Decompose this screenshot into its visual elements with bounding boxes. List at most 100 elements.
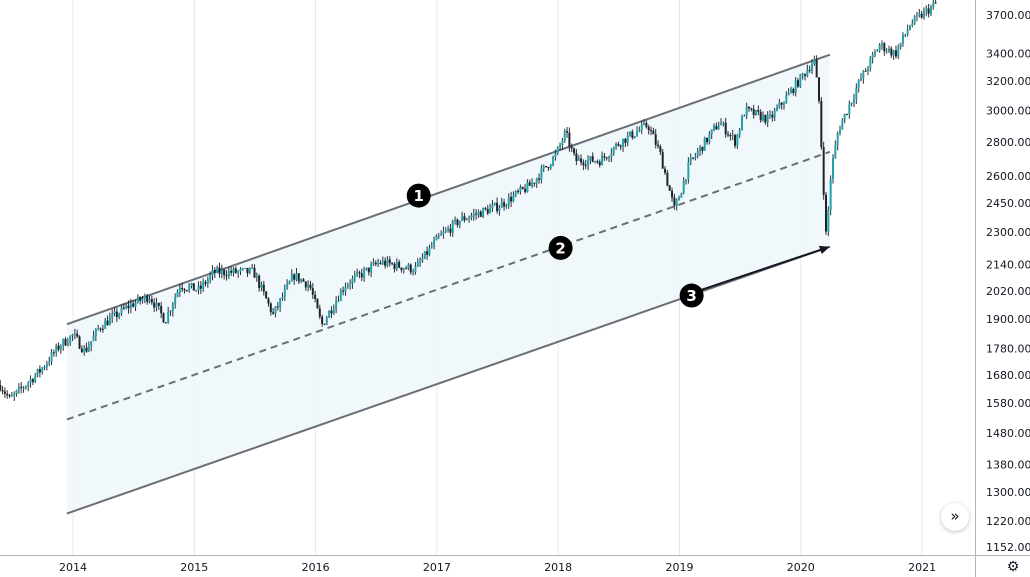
candle-body [797,80,800,87]
candle-body [640,124,643,130]
candle-body [6,393,9,396]
candle [146,293,149,305]
candle-body [237,271,240,273]
candle [213,267,216,279]
candle [486,204,489,216]
candle [729,132,732,141]
candle-body [262,284,265,292]
candle-body [423,251,426,259]
candle [482,207,485,219]
candle [465,217,468,221]
annotations[interactable]: 1 2 3 [406,183,830,308]
candle [309,280,312,291]
candle [451,219,454,237]
candle-body [437,235,440,237]
candle [316,298,319,309]
candle [817,77,820,104]
candle [727,131,730,137]
candle [407,263,410,271]
price-axis[interactable]: 3700.00 3400.00 3200.00 3000.00 2800.00 2600.… [986,9,1030,554]
candle [388,256,391,267]
candle-body [8,395,11,397]
candle-body [689,157,692,163]
marker-2[interactable]: 2 [548,235,573,260]
candle [8,393,11,399]
candle-body [659,146,662,153]
candle-body [286,283,289,289]
candle [671,187,674,202]
candle [122,303,125,311]
arrow-line[interactable] [684,248,823,297]
candle-body [908,25,911,30]
candle [286,279,289,290]
scroll-to-realtime-button[interactable]: » [941,503,969,531]
candle [736,133,739,149]
candle-body [612,147,615,154]
candle-body [533,182,536,184]
candle-body [360,273,363,278]
candle [475,209,478,220]
candle-body [843,113,846,121]
marker-label: 1 [413,187,423,205]
candle-body [841,120,844,130]
price-tick-3400.00: 3400.00 [986,48,1030,61]
candle [458,220,461,229]
candle [598,159,601,168]
candle [379,260,382,265]
candle [15,389,18,397]
candle [699,144,702,157]
price-tick-2140.00: 2140.00 [986,259,1030,272]
candle-body [426,251,429,255]
candle-body [575,153,578,161]
candle-body [724,122,727,135]
candle [421,253,424,263]
candle-body [885,51,888,53]
candle-body [311,288,314,295]
candle [479,210,482,218]
candle-body [258,275,261,288]
time-axis[interactable]: 2014 2015 2016 2017 2018 2019 2020 2021 [59,561,936,574]
candle [325,315,328,326]
candle [510,191,513,207]
candle-body [66,343,69,346]
candle-body [682,180,685,194]
marker-1[interactable]: 1 [406,183,431,208]
marker-circle [548,235,573,260]
chart-settings-button[interactable]: ⚙ [1003,559,1023,577]
candle-body [62,339,65,347]
candle-body [13,393,16,396]
candle-body [463,216,466,221]
candle-body [643,122,646,125]
candle [300,278,303,284]
price-tick-1480.00: 1480.00 [986,427,1030,440]
candle-body [442,231,445,235]
candle-body [218,267,221,274]
channel-middle-line[interactable] [66,150,831,421]
candle [934,0,937,4]
price-tick-1300.00: 1300.00 [986,486,1030,499]
marker-3[interactable]: 3 [679,283,704,308]
candle [472,208,475,221]
candle-body [384,260,387,266]
candle-body [631,131,634,138]
candle [582,159,585,171]
candle [922,7,925,20]
candle [869,56,872,72]
candle-body [750,108,753,110]
arrow-head-icon [818,245,830,254]
channel-fill [66,54,830,514]
candle-body [150,299,153,303]
candle [22,386,25,393]
candle [743,114,746,117]
candle [442,226,445,239]
candle [720,118,723,126]
candle-body [101,328,104,330]
candle [687,157,690,184]
candle [556,146,559,156]
candle-body [855,88,858,99]
candle [722,121,725,127]
candle [894,45,897,59]
channel-upper-line[interactable] [66,53,831,326]
candle-body [598,161,601,166]
